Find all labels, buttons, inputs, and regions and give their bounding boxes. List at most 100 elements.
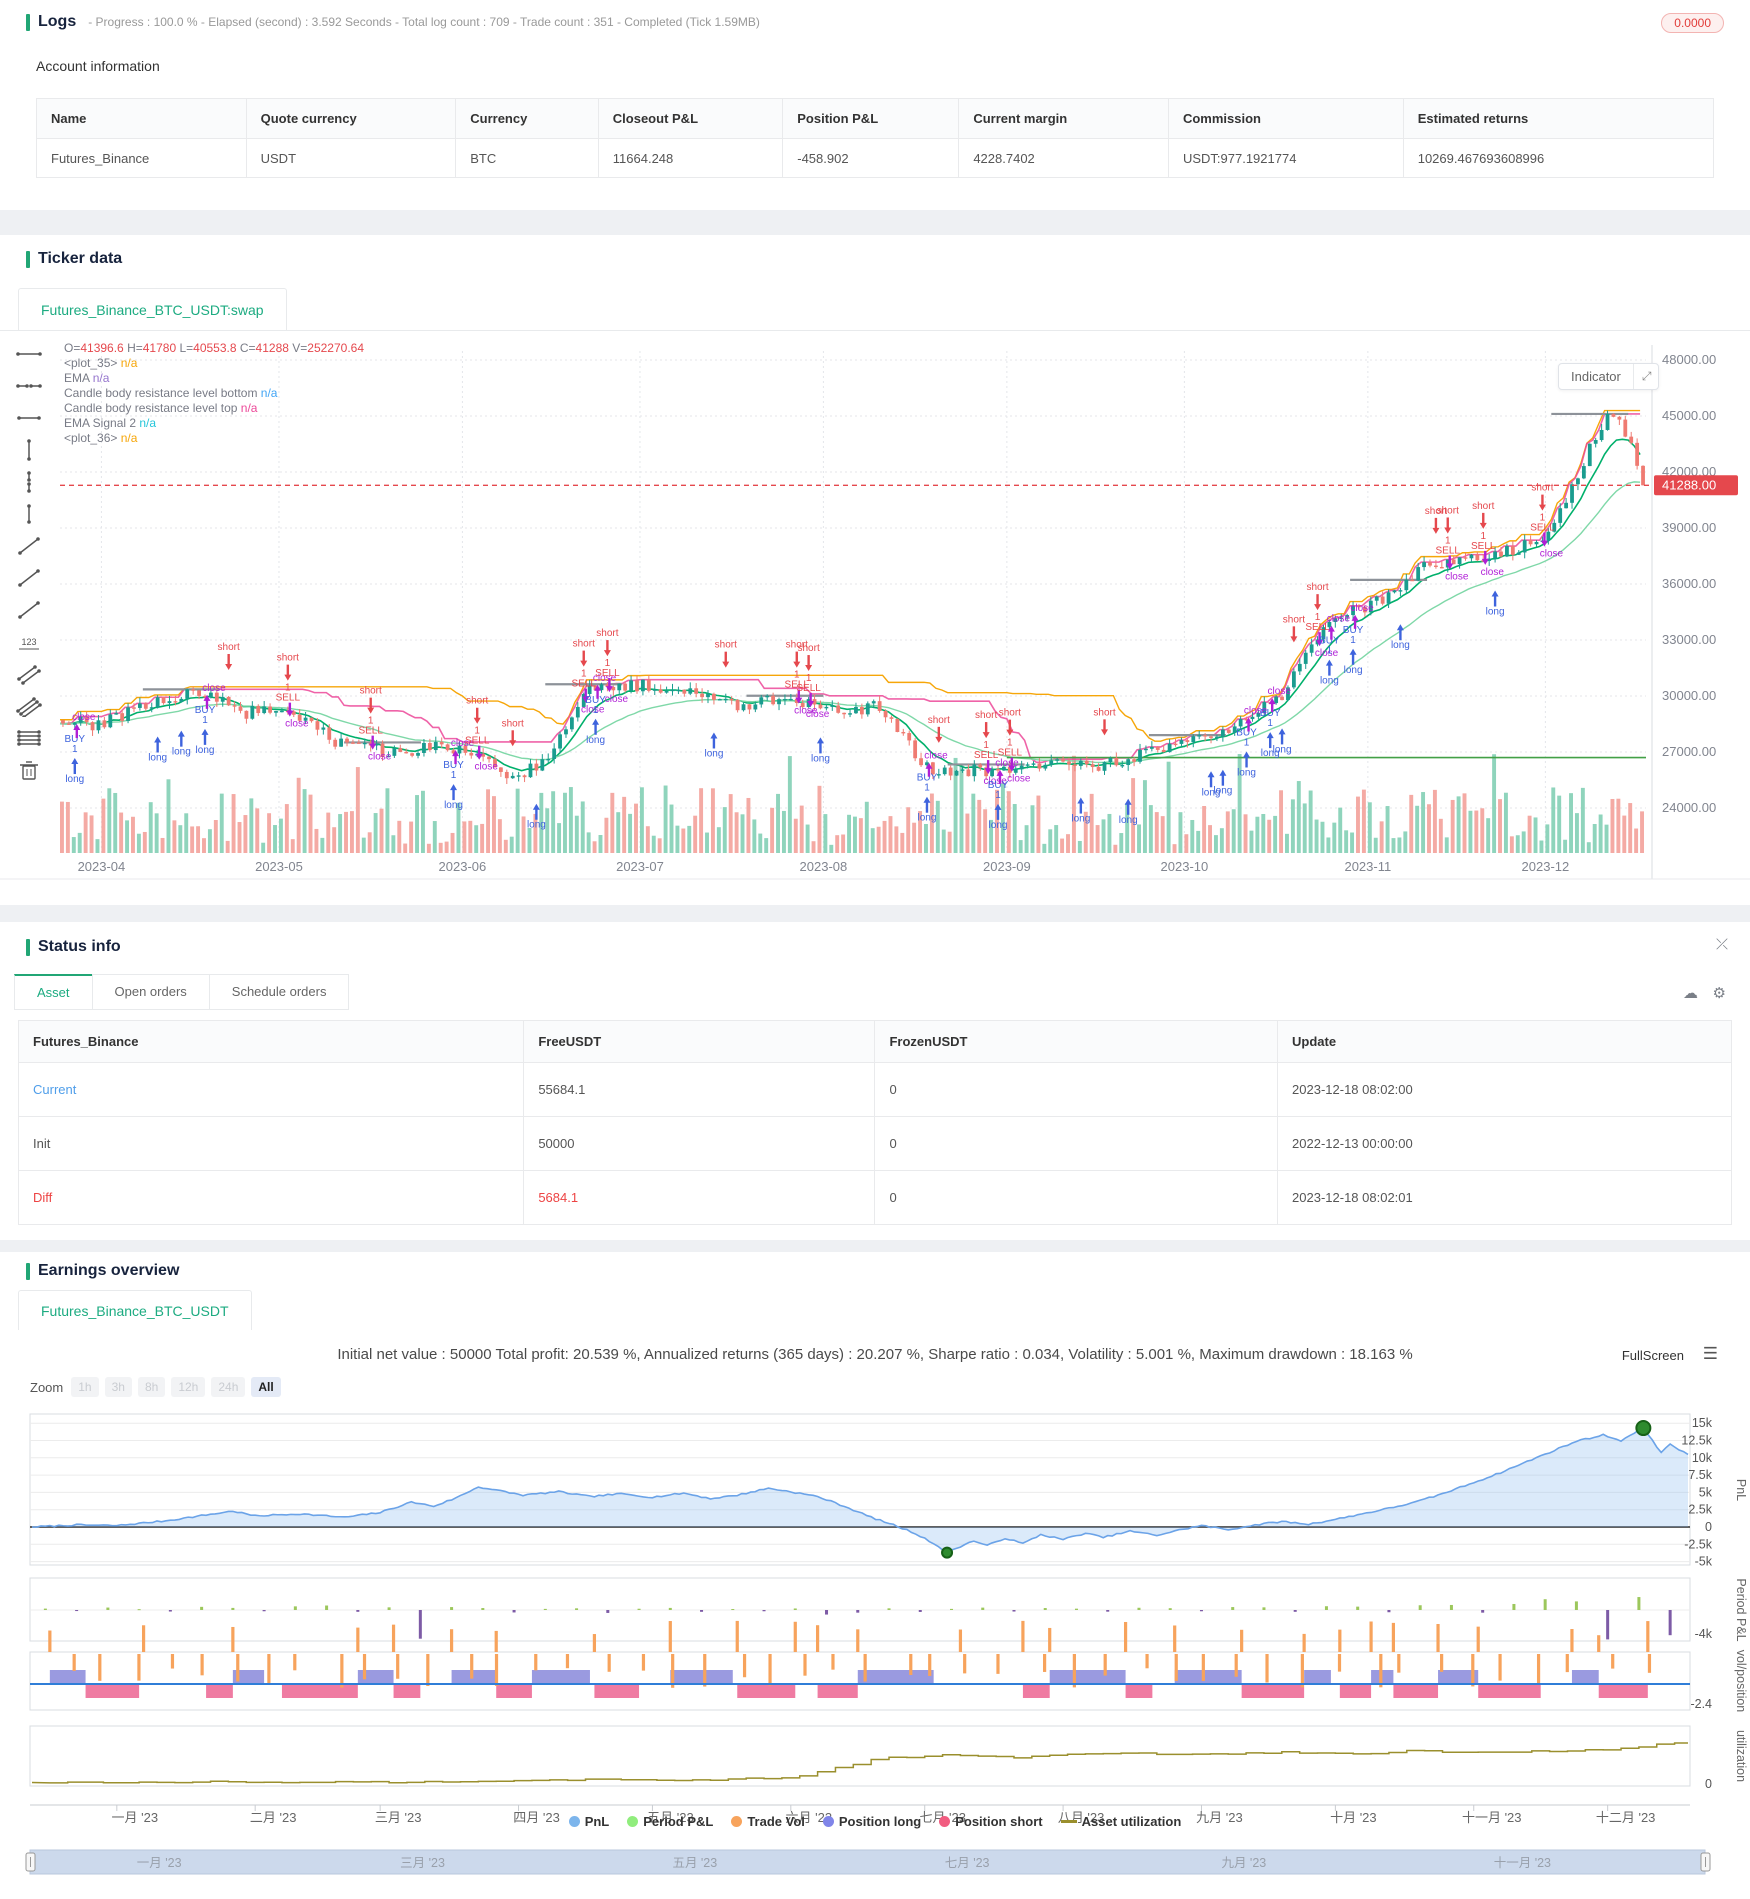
earnings-month-tick: 六月 '23 (786, 1810, 833, 1825)
asset-row-label: Diff (17, 1170, 525, 1225)
account-cell: 11664.248 (597, 138, 784, 178)
expand-icon[interactable]: ⤢ (1641, 369, 1652, 383)
trade-marker-label: SELL (465, 736, 490, 747)
asset-cell: 0 (874, 1062, 1279, 1117)
status-tab-asset[interactable]: Asset (14, 974, 93, 1010)
trade-marker-label: 1 (794, 670, 800, 681)
earnings-chart-legend: PnL Period P&L Trade Vol Position long Posit… (0, 1814, 1750, 1829)
account-cell: 4228.7402 (958, 138, 1169, 178)
navigator-month-label: 三月 '23 (400, 1856, 445, 1870)
trade-marker-label: BUY (585, 695, 606, 706)
trade-marker-label: long (1202, 787, 1221, 798)
tool-trend-ray-icon[interactable] (16, 535, 42, 557)
account-col-header: Current margin (958, 98, 1169, 139)
status-tab-open-orders[interactable]: Open orders (91, 974, 210, 1010)
price-axis-tick: 30000.00 (1662, 688, 1716, 703)
legend-item-period-p&l[interactable]: Period P&L (627, 1814, 713, 1829)
status-tab-schedule-orders[interactable]: Schedule orders (208, 974, 350, 1010)
trade-marker-label: short (1425, 506, 1447, 517)
navigator-track[interactable] (29, 1849, 1706, 1875)
ticker-legend-row: <plot_36> n/a (64, 431, 138, 445)
price-axis-tick: 45000.00 (1662, 408, 1716, 423)
trade-marker-label: short (360, 686, 382, 697)
trade-marker-label: short (1283, 614, 1305, 625)
earnings-chart[interactable]: 15k 12.5k 10k 7.5k 5k 2.5k 0 -2.5k -5k -4k -2.4 0 Pn… (0, 1408, 1750, 1878)
trade-marker-label: short (502, 718, 524, 729)
trade-marker-label: close (1481, 567, 1505, 578)
tool-horizontal-ray-icon[interactable] (16, 343, 42, 365)
trade-marker-label: long (527, 820, 546, 831)
tool-parallel-channel-icon[interactable] (16, 663, 42, 685)
trade-marker-label: close (1327, 614, 1351, 625)
zoom-option-1h[interactable]: 1h (71, 1377, 99, 1397)
legend-dot-icon (627, 1816, 639, 1827)
trade-marker-label: close (794, 706, 818, 717)
ticker-legend-row: EMA n/a (64, 371, 110, 385)
trade-marker-label: close (1244, 705, 1268, 716)
indicator-button[interactable]: Indicator ⤢ (1558, 363, 1660, 390)
chart-menu-icon[interactable]: ☰ (1702, 1344, 1718, 1363)
tool-horizontal-levels-icon[interactable] (16, 727, 42, 749)
trade-marker-label: short (1093, 707, 1115, 718)
legend-item-position-long[interactable]: Position long (822, 1814, 921, 1829)
earnings-month-tick: 十二月 '23 (1596, 1810, 1656, 1825)
price-axis-tick: 33000.00 (1662, 632, 1716, 647)
cloud-download-icon[interactable]: ☁ (1683, 985, 1698, 1002)
trade-marker-label: 1 (983, 740, 989, 751)
asset-row-label[interactable]: Current (17, 1062, 525, 1117)
logs-title: Logs (38, 13, 77, 30)
trade-marker-label: SELL (572, 679, 597, 690)
pnl-axis-tick: -5k (1695, 1555, 1713, 1569)
zoom-option-24h[interactable]: 24h (211, 1377, 246, 1397)
zoom-option-all[interactable]: All (251, 1377, 281, 1397)
asset-cell: 55684.1 (523, 1062, 876, 1117)
navigator-handle-left[interactable] (25, 1852, 36, 1872)
earnings-month-tick: 二月 '23 (250, 1810, 297, 1825)
tool-trash-icon[interactable] (16, 759, 42, 781)
asset-row-label: Init (17, 1116, 525, 1171)
tool-horizontal-segment-icon[interactable] (16, 407, 42, 429)
tab-ticker-symbol[interactable]: Futures_Binance_BTC_USDT:swap (18, 288, 287, 330)
tab-earnings-symbol[interactable]: Futures_Binance_BTC_USDT (18, 1290, 252, 1330)
pnl-axis-tick: 0 (1705, 1520, 1712, 1534)
tool-multi-channel-icon[interactable] (16, 695, 42, 717)
tool-price-label-123-icon[interactable]: 123 (16, 631, 42, 653)
tool-vertical-dots-icon[interactable] (16, 471, 42, 493)
zoom-option-12h[interactable]: 12h (171, 1377, 206, 1397)
trade-marker-label: close (593, 673, 617, 684)
indicator-button-label[interactable]: Indicator (1559, 364, 1634, 389)
tool-vertical-ray-icon[interactable] (16, 439, 42, 461)
legend-item-pnl[interactable]: PnL (568, 1814, 609, 1829)
trade-marker-label: short (218, 642, 240, 653)
asset-table: Futures_Binance FreeUSDT FrozenUSDT Update … (17, 1020, 1732, 1225)
legend-item-position-short[interactable]: Position short (939, 1814, 1043, 1829)
ticker-data-section: Ticker data Futures_Binance_BTC_USDT:swa… (0, 235, 1750, 905)
zoom-option-3h[interactable]: 3h (104, 1377, 132, 1397)
zoom-option-8h[interactable]: 8h (137, 1377, 166, 1397)
collapse-section-icon[interactable]: ⤫ (1715, 936, 1728, 953)
logs-progress-summary: - Progress : 100.0 % - Elapsed (second) … (88, 15, 760, 29)
legend-item-asset-utilization[interactable]: Asset utilization (1060, 1814, 1181, 1829)
tool-horizontal-dots-icon[interactable] (16, 375, 42, 397)
navigator-handle-right[interactable] (1700, 1852, 1711, 1872)
fullscreen-button[interactable]: FullScreen (1621, 1348, 1684, 1363)
earnings-month-tick: 十月 '23 (1330, 1810, 1377, 1825)
earnings-month-tick: 十一月 '23 (1462, 1810, 1522, 1825)
candlestick-chart[interactable]: 48000.00 45000.00 42000.00 39000.00 36000.00… (0, 331, 1750, 906)
tool-trend-segment-icon[interactable] (16, 599, 42, 621)
legend-item-trade-vol[interactable]: Trade Vol (731, 1814, 805, 1829)
trade-marker-label: short (715, 640, 737, 651)
settings-gear-icon[interactable]: ⚙ (1712, 985, 1726, 1002)
navigator-month-label: 七月 '23 (945, 1856, 990, 1870)
zoom-label: Zoom (30, 1379, 64, 1395)
tool-trend-line-icon[interactable] (16, 567, 42, 589)
tool-vertical-segment-icon[interactable] (16, 503, 42, 525)
trade-marker-label: 1 (924, 783, 930, 794)
trade-marker-label: 1 (451, 770, 457, 781)
trade-marker-label: close (806, 709, 830, 720)
trade-marker-label: short (573, 639, 595, 650)
price-axis-tick: 42000.00 (1662, 464, 1716, 479)
pnl-axis-tick: 12.5k (1681, 1434, 1712, 1448)
trade-marker-label: BUY (1319, 636, 1340, 647)
trade-marker-label: BUY (1236, 727, 1257, 738)
